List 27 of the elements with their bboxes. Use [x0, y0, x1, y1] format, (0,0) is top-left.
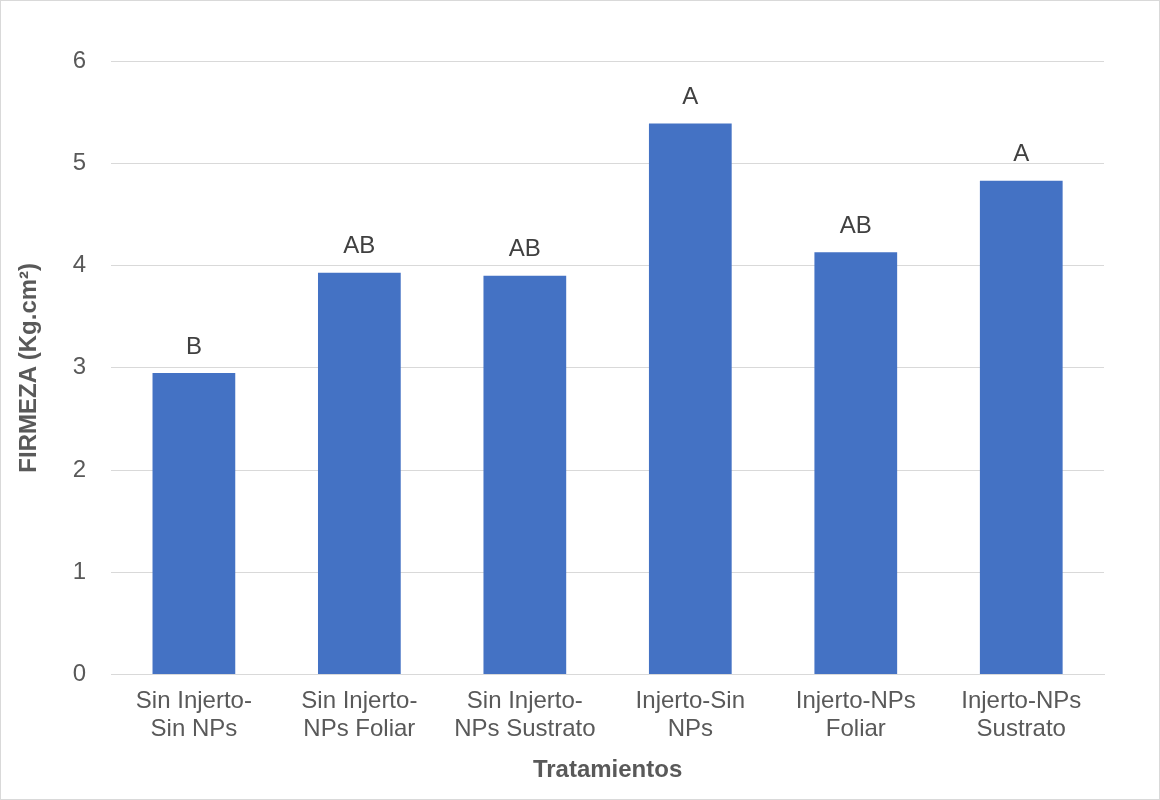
- bar: [648, 123, 732, 675]
- annotation: A: [1013, 139, 1030, 167]
- x-tick-label: Sin Injerto-NPs Sustrato: [454, 685, 596, 742]
- x-tick-label: Sin Injerto-NPs Foliar: [301, 685, 418, 742]
- bar: [979, 180, 1063, 675]
- y-tick-label: 0: [72, 659, 87, 687]
- annotation: AB: [343, 231, 376, 259]
- x-axis-title: Tratamientos: [532, 755, 683, 783]
- bar: [152, 372, 236, 675]
- y-tick-label: 1: [72, 556, 87, 584]
- bar: [814, 252, 898, 675]
- y-axis-title: FIRMEZA (Kg.cm²): [14, 262, 42, 473]
- annotation: A: [682, 82, 699, 110]
- bar: [483, 275, 567, 675]
- bar: [317, 272, 401, 675]
- x-tick-label: Sin Injerto-Sin NPs: [135, 685, 252, 742]
- y-tick-label: 2: [72, 454, 87, 482]
- y-tick-label: 5: [72, 147, 87, 175]
- y-tick-label: 6: [72, 45, 87, 73]
- x-tick-label: Injerto-NPs Foliar: [795, 685, 916, 742]
- annotation: B: [185, 331, 202, 359]
- annotation: AB: [508, 234, 541, 262]
- y-tick-label: 4: [72, 250, 87, 278]
- x-tick-label: Injerto-NPs Sustrato: [961, 685, 1082, 742]
- x-tick-label: Injerto-Sin NPs: [635, 685, 746, 742]
- annotation: AB: [839, 210, 872, 238]
- y-tick-label: 3: [72, 352, 87, 380]
